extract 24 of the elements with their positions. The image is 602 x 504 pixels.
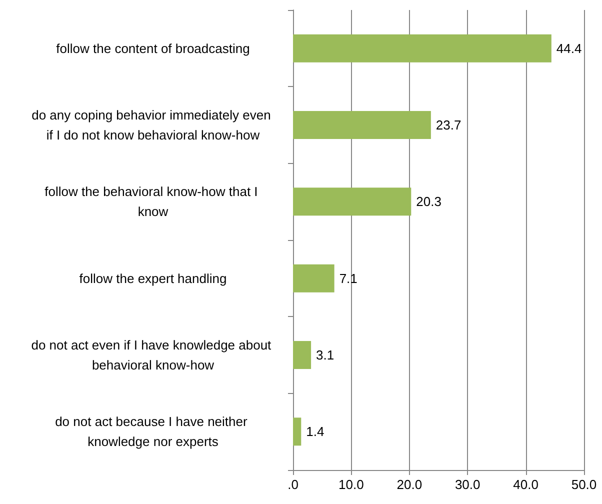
x-tick-label: .0 [288,477,298,492]
x-tick-label: 30.0 [454,477,480,492]
y-tick-label: follow the expert handling [79,270,227,286]
bar [293,111,431,139]
bar [293,418,302,446]
y-tick-label: follow the behavioral know-how that I know [44,184,262,220]
x-tick-label: 50.0 [571,477,597,492]
y-tick-label: do not act even if I have knowledge about behavioral know-how [31,338,275,372]
bar [293,188,412,216]
bar [293,264,334,292]
x-tick-label: 20.0 [396,477,422,492]
data-label: 44.4 [556,40,582,56]
data-label: 7.1 [339,270,358,286]
y-tick-label: do any coping behavior immediately even if I do not know behavioral know-how [32,108,274,142]
y-tick-label: follow the content of broadcasting [56,40,250,56]
bar [293,34,552,62]
x-tick-label: 10.0 [338,477,364,492]
data-label: 3.1 [316,348,334,362]
data-label: 23.7 [436,118,462,132]
data-label: 20.3 [416,194,442,210]
y-tick-label: do not act because I have neither knowledge nor experts [55,414,251,450]
bar [293,341,312,369]
x-tick-label: 40.0 [513,477,538,492]
data-label: 1.4 [306,424,324,440]
